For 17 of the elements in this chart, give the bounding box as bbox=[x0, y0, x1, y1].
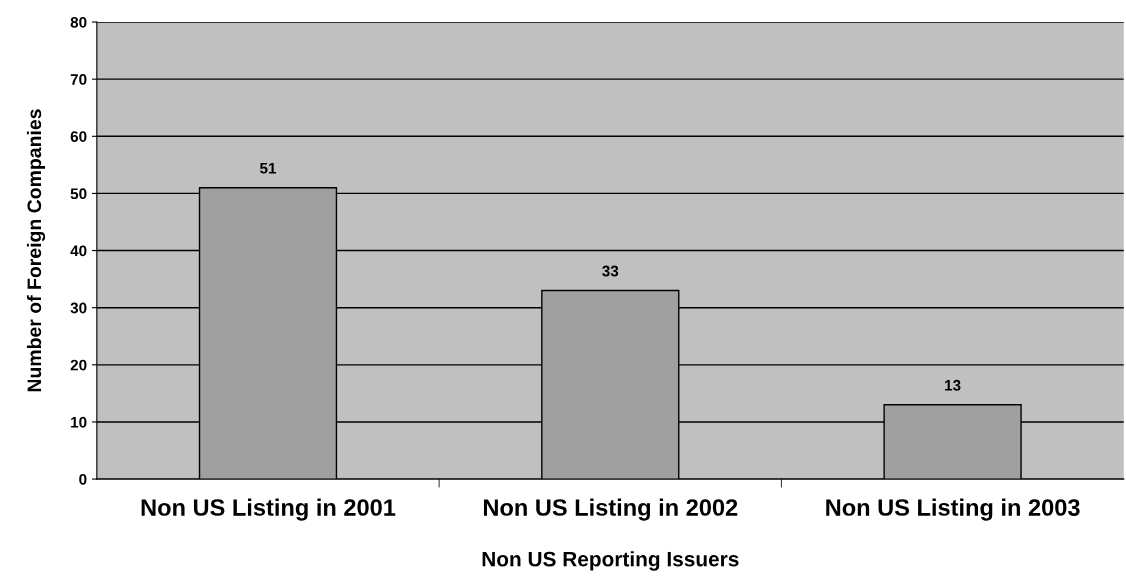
x-tick-label: Non US Listing in 2003 bbox=[826, 498, 1080, 521]
x-tick-label: Non US Listing in 2001 bbox=[141, 498, 396, 521]
data-label: 13 bbox=[945, 379, 961, 391]
y-tick-label: 40 bbox=[70, 245, 87, 257]
y-tick-label: 20 bbox=[70, 359, 87, 371]
y-tick-label: 10 bbox=[71, 416, 87, 428]
y-tick-label: 50 bbox=[70, 188, 87, 200]
y-tick-label: 0 bbox=[79, 473, 87, 485]
y-axis-title: Number of Foreign Companies bbox=[26, 109, 46, 392]
x-tick-label: Non US Listing in 2002 bbox=[483, 498, 738, 521]
data-label: 33 bbox=[602, 265, 619, 277]
y-tick-label: 60 bbox=[70, 131, 87, 142]
data-label: 51 bbox=[259, 162, 277, 174]
y-tick-label: 80 bbox=[70, 16, 87, 28]
x-axis-title: Non US Reporting Issuers bbox=[482, 551, 739, 571]
y-tick-label: 70 bbox=[70, 74, 87, 85]
y-tick-label: 30 bbox=[70, 302, 87, 314]
